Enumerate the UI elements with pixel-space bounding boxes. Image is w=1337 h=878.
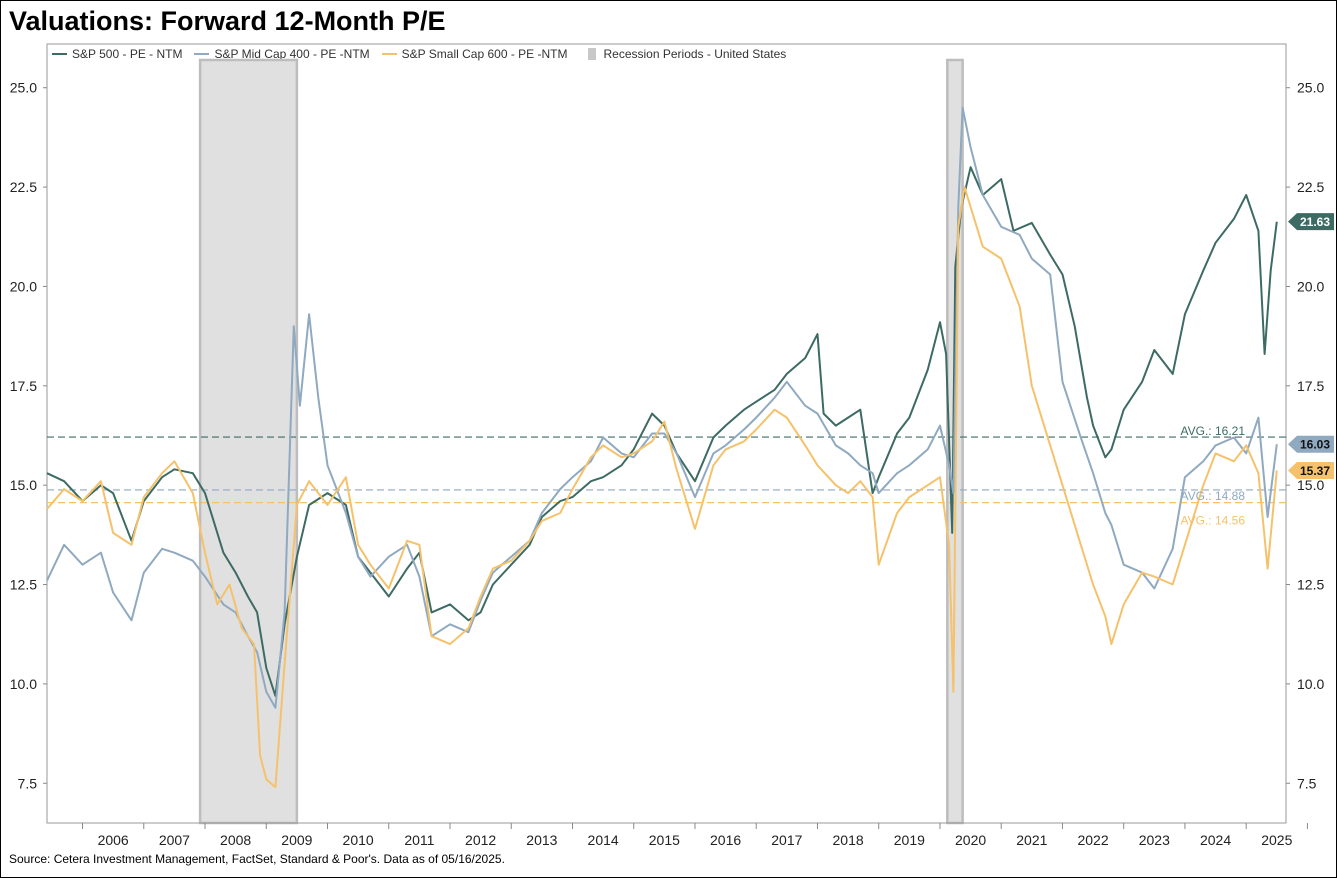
average-label-smallcap: AVG.: 14.56 — [1181, 514, 1246, 528]
legend-swatch-recession — [587, 48, 596, 60]
legend-swatch-midcap — [194, 53, 210, 55]
last-value-label-smallcap: 15.37 — [1300, 464, 1330, 478]
x-tick-label-16: 2022 — [1077, 832, 1108, 848]
chart-legend: S&P 500 - PE - NTM S&P Mid Cap 400 - PE … — [52, 46, 798, 62]
y-tick-label-left-5: 20.0 — [10, 278, 37, 294]
series-line-smallcap — [46, 186, 1278, 789]
x-tick-label-12: 2018 — [833, 832, 864, 848]
legend-label-recession: Recession Periods - United States — [603, 47, 787, 61]
legend-item-smallcap: S&P Small Cap 600 - PE -NTM — [381, 47, 568, 61]
source-note: Source: Cetera Investment Management, Fa… — [9, 852, 505, 866]
x-tick-label-6: 2012 — [465, 832, 496, 848]
y-tick-label-right-1: 10.0 — [1297, 676, 1324, 692]
x-tick-label-14: 2020 — [955, 832, 986, 848]
plot-border — [46, 43, 1287, 824]
legend-item-midcap: S&P Mid Cap 400 - PE -NTM — [194, 47, 370, 61]
y-tick-label-right-2: 12.5 — [1297, 577, 1324, 593]
series-line-sp500 — [46, 166, 1278, 697]
y-tick-label-right-4: 17.5 — [1297, 378, 1324, 394]
last-value-flag-smallcap — [1288, 461, 1334, 479]
legend-swatch-sp500 — [52, 53, 67, 55]
average-label-sp500: AVG.: 16.21 — [1181, 424, 1246, 438]
x-tick-label-11: 2017 — [771, 832, 802, 848]
x-tick-label-0: 2006 — [98, 832, 129, 848]
y-tick-label-left-3: 15.0 — [10, 477, 37, 493]
x-tick-label-2: 2008 — [220, 832, 251, 848]
legend-item-sp500: S&P 500 - PE - NTM — [52, 47, 182, 61]
y-tick-label-left-2: 12.5 — [10, 577, 37, 593]
last-value-flag-sp500 — [1288, 213, 1334, 231]
x-tick-label-9: 2015 — [649, 832, 680, 848]
average-label-midcap: AVG.: 14.88 — [1181, 489, 1246, 503]
y-tick-label-left-7: 25.0 — [10, 80, 37, 96]
x-tick-label-5: 2011 — [404, 832, 434, 848]
y-tick-label-right-7: 25.0 — [1297, 80, 1324, 96]
y-tick-label-left-0: 7.5 — [18, 775, 38, 791]
x-tick-label-8: 2014 — [588, 832, 619, 848]
y-tick-label-left-4: 17.5 — [10, 378, 37, 394]
legend-label-midcap: S&P Mid Cap 400 - PE -NTM — [214, 47, 370, 61]
recession-band-0 — [198, 58, 299, 825]
x-tick-label-17: 2023 — [1139, 832, 1170, 848]
x-tick-label-4: 2010 — [343, 832, 374, 848]
y-tick-label-left-6: 22.5 — [10, 179, 37, 195]
y-tick-label-right-5: 20.0 — [1297, 278, 1324, 294]
y-tick-label-right-6: 22.5 — [1297, 179, 1324, 195]
series-line-midcap — [46, 106, 1278, 709]
legend-item-recession: Recession Periods - United States — [580, 47, 787, 61]
last-value-flag-midcap — [1288, 435, 1334, 453]
legend-swatch-smallcap — [381, 53, 397, 55]
y-tick-label-left-1: 10.0 — [10, 676, 37, 692]
legend-label-sp500: S&P 500 - PE - NTM — [72, 47, 183, 61]
y-tick-label-right-3: 15.0 — [1297, 477, 1324, 493]
x-tick-label-7: 2013 — [526, 832, 557, 848]
x-tick-label-18: 2024 — [1200, 832, 1231, 848]
y-tick-label-right-0: 7.5 — [1297, 775, 1317, 791]
x-tick-label-13: 2019 — [894, 832, 925, 848]
x-tick-label-3: 2009 — [281, 832, 312, 848]
last-value-label-midcap: 16.03 — [1300, 438, 1330, 452]
x-tick-label-19: 2025 — [1261, 832, 1292, 848]
legend-label-smallcap: S&P Small Cap 600 - PE -NTM — [401, 47, 568, 61]
chart-title: Valuations: Forward 12-Month P/E — [9, 6, 446, 36]
x-tick-label-15: 2021 — [1016, 832, 1047, 848]
x-tick-label-10: 2016 — [710, 832, 741, 848]
x-tick-label-1: 2007 — [159, 832, 190, 848]
last-value-label-sp500: 21.63 — [1300, 215, 1330, 229]
